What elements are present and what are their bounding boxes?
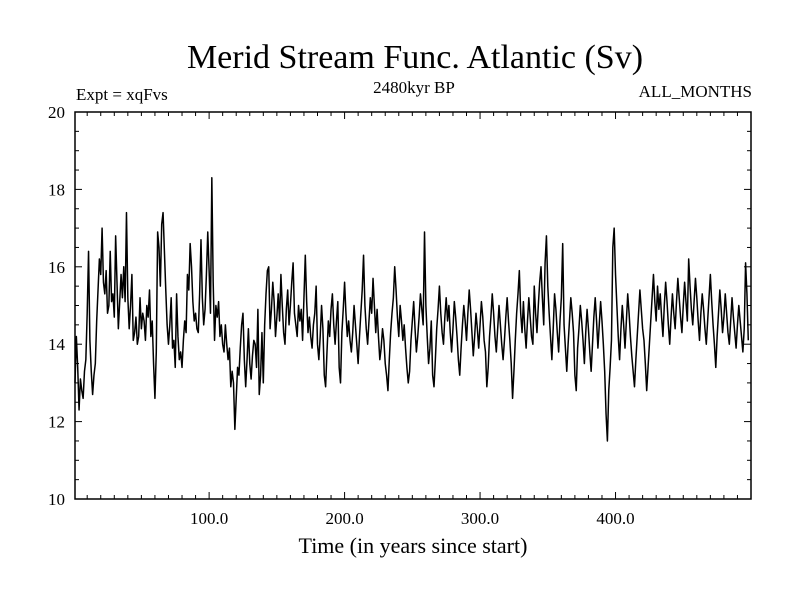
plot-frame: [74, 111, 752, 500]
x-tick-label: 400.0: [596, 509, 634, 528]
x-tick-label: 100.0: [190, 509, 228, 528]
y-tick-label: 20: [48, 103, 65, 122]
months-label: ALL_MONTHS: [639, 82, 752, 101]
y-tick-label: 10: [48, 490, 65, 509]
experiment-label: Expt = xqFvs: [76, 85, 168, 104]
x-tick-label: 200.0: [325, 509, 363, 528]
period-label: 2480kyr BP: [373, 78, 455, 97]
y-tick-label: 16: [48, 258, 65, 277]
series-line: [74, 177, 750, 442]
y-tick-label: 12: [48, 413, 65, 432]
x-axis: 100.0 200.0 300.0 400.0: [86, 112, 752, 528]
y-tick-label: 18: [48, 180, 65, 199]
y-tick-label: 14: [48, 335, 66, 354]
y-axis: 10 12 14 16 18 20: [48, 103, 751, 509]
chart-title: Merid Stream Func. Atlantic (Sv): [187, 39, 643, 76]
x-tick-label: 300.0: [461, 509, 499, 528]
x-axis-label: Time (in years since start): [299, 533, 528, 558]
